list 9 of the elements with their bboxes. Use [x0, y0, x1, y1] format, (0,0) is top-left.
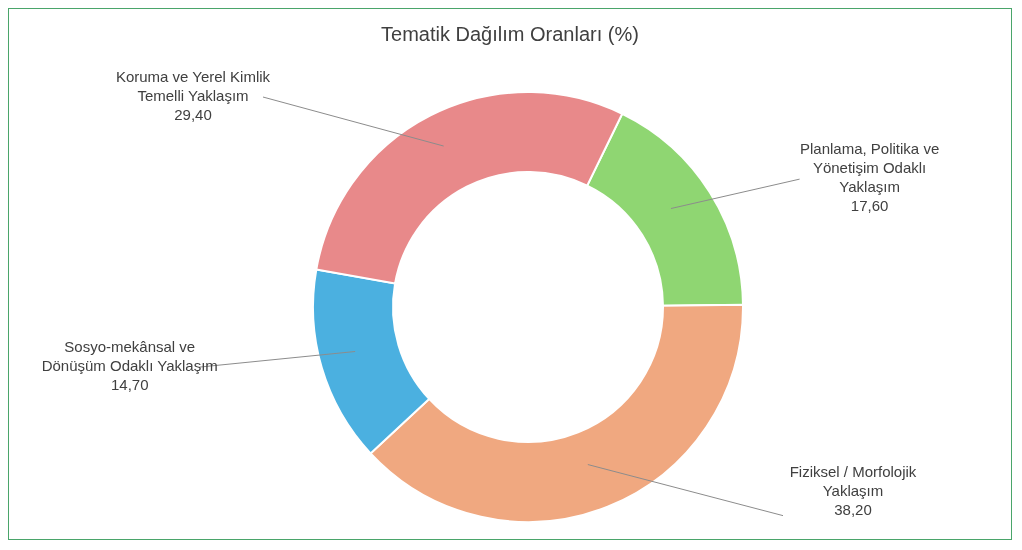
- data-label: 29,40: [174, 105, 212, 123]
- slice-label: Koruma ve Yerel Kimlik Temelli Yaklaşım: [115, 67, 271, 104]
- data-label: 17,60: [850, 197, 889, 215]
- slice-label: Fiziksel / Morfolojik Yaklaşım: [789, 463, 917, 499]
- slice-label: Planlama, Politika ve Yönetişim Odaklı Yaklaşım: [799, 140, 940, 196]
- slice-label: Sosyo-mekânsal ve Dönüşüm Odaklı Yaklaşım: [41, 337, 218, 374]
- data-label: 14,70: [110, 375, 149, 393]
- data-label: 38,20: [834, 501, 872, 518]
- chart-title: Tematik Dağılım Oranları (%): [380, 23, 640, 46]
